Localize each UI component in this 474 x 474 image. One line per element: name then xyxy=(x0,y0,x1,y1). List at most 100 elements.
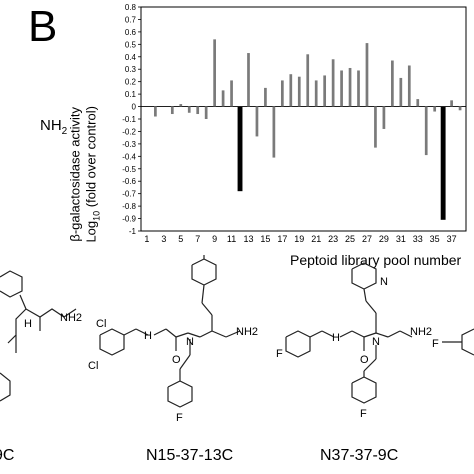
bar xyxy=(357,70,360,107)
x-tick-label: 35 xyxy=(430,234,440,244)
atom-label: O xyxy=(200,255,209,256)
chemical-structures: H NH2 Cl Cl H O N NH2 O F F H O N NH2 N … xyxy=(0,255,474,424)
atom-label: H xyxy=(332,332,340,344)
bar xyxy=(297,76,301,107)
atom-label: N xyxy=(380,276,388,288)
atom-label: F xyxy=(432,338,439,350)
atom-label: NH2 xyxy=(236,326,258,338)
x-tick-label: 31 xyxy=(396,234,406,244)
y-tick-label: -0.9 xyxy=(122,215,136,224)
y-tick-label: 0.5 xyxy=(125,40,137,49)
bar xyxy=(450,100,453,107)
y-tick-label: 0 xyxy=(132,103,137,112)
y-tick-label: 0.3 xyxy=(125,65,137,74)
atom-label: O xyxy=(360,354,369,366)
y-tick-label: 0.2 xyxy=(125,78,137,87)
bar xyxy=(323,75,327,107)
bar xyxy=(365,43,369,107)
bar xyxy=(247,53,250,107)
x-tick-label: 25 xyxy=(345,234,355,244)
bar xyxy=(170,106,174,115)
bar xyxy=(289,74,293,107)
bar xyxy=(340,70,343,107)
bar xyxy=(237,106,243,192)
bar xyxy=(407,65,411,107)
x-tick-label: 17 xyxy=(277,234,287,244)
y-tick-label: 0.8 xyxy=(125,3,137,12)
bar xyxy=(213,39,216,107)
x-tick-label: 21 xyxy=(311,234,321,244)
compound-name-right: N37-37-9C xyxy=(320,447,399,464)
bar xyxy=(255,106,259,137)
bar xyxy=(331,59,335,107)
bar xyxy=(374,106,377,148)
atom-label: NH2 xyxy=(410,326,432,338)
bar-chart: 0.8 0.7 0.6 0.5 0.4 0.3 0.2 0.1 0 -0.1 -0.2 -0.3 -0.… xyxy=(122,3,467,244)
bar xyxy=(440,106,446,220)
structure-right xyxy=(285,262,413,404)
compound-name-left: 9C xyxy=(0,447,15,464)
y-tick-label: -0.5 xyxy=(122,165,136,174)
y-tick-label: -0.8 xyxy=(122,202,136,211)
bar xyxy=(154,106,157,117)
bar xyxy=(272,106,276,158)
x-tick-label: 1 xyxy=(144,234,149,244)
atom-label: Cl xyxy=(96,318,106,330)
atom-label: O xyxy=(172,354,181,366)
atom-label: F xyxy=(176,412,183,424)
bar xyxy=(433,106,437,112)
y-tick-label: -0.4 xyxy=(122,152,136,161)
y-tick-label: -0.2 xyxy=(122,127,136,136)
x-tick-label: 27 xyxy=(362,234,372,244)
x-tick-label: 37 xyxy=(447,234,457,244)
bar xyxy=(264,87,267,107)
atom-label: H xyxy=(24,318,32,330)
bar xyxy=(314,80,318,107)
x-tick-label: 3 xyxy=(161,234,166,244)
x-tick-label: 13 xyxy=(243,234,253,244)
x-tick-label: 7 xyxy=(195,234,200,244)
bar xyxy=(306,54,310,107)
x-tick-label: 19 xyxy=(294,234,304,244)
bar xyxy=(416,99,420,107)
bar xyxy=(382,106,386,129)
structure-far-right xyxy=(442,328,474,356)
y-tick-label: 0.4 xyxy=(125,53,137,62)
y-tick-label: 0.7 xyxy=(125,15,137,24)
y-tick-label: -0.7 xyxy=(122,190,136,199)
x-tick-label: 29 xyxy=(379,234,389,244)
y-tick-label: -1 xyxy=(129,227,137,236)
bar xyxy=(196,106,200,115)
x-tick-label: 33 xyxy=(413,234,423,244)
panel-label: B xyxy=(28,2,58,51)
bar xyxy=(348,67,352,107)
atom-label: Cl xyxy=(88,360,98,372)
bar xyxy=(391,60,394,107)
structure-left xyxy=(0,270,77,402)
atom-label: H xyxy=(144,330,152,342)
bar xyxy=(221,90,225,107)
y-tick-label: -0.3 xyxy=(122,140,136,149)
y-tick-label: -0.6 xyxy=(122,177,136,186)
bar xyxy=(230,80,233,107)
atom-label: N xyxy=(186,336,194,348)
bar xyxy=(399,77,403,107)
bar xyxy=(458,106,462,111)
x-tick-label: 9 xyxy=(212,234,217,244)
atom-label: F xyxy=(276,348,283,360)
y-tick-label: 0.1 xyxy=(125,90,137,99)
bar xyxy=(187,106,191,113)
x-axis-label: Peptoid library pool number xyxy=(290,252,462,268)
y-axis-label: β-galactosidase activity Log10 (fold ove… xyxy=(67,106,102,243)
bar xyxy=(424,106,428,156)
amide-group-label: NH2 xyxy=(40,117,68,137)
atom-label: F xyxy=(360,408,367,420)
structure-middle xyxy=(99,255,241,408)
x-tick-label: 23 xyxy=(328,234,338,244)
x-tick-label: 5 xyxy=(178,234,183,244)
atom-label: NH2 xyxy=(60,312,82,324)
atom-label: N xyxy=(372,336,380,348)
x-tick-label: 15 xyxy=(260,234,270,244)
y-tick-label: 0.6 xyxy=(125,28,137,37)
bar xyxy=(204,106,208,119)
